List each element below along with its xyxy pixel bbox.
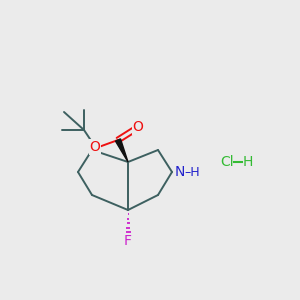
- Text: N: N: [175, 165, 185, 179]
- Text: H: H: [243, 155, 254, 169]
- Text: Cl: Cl: [220, 155, 234, 169]
- Text: F: F: [124, 234, 132, 248]
- Text: O: O: [90, 140, 101, 154]
- Text: –H: –H: [184, 167, 200, 179]
- Polygon shape: [116, 139, 128, 162]
- Text: O: O: [133, 120, 143, 134]
